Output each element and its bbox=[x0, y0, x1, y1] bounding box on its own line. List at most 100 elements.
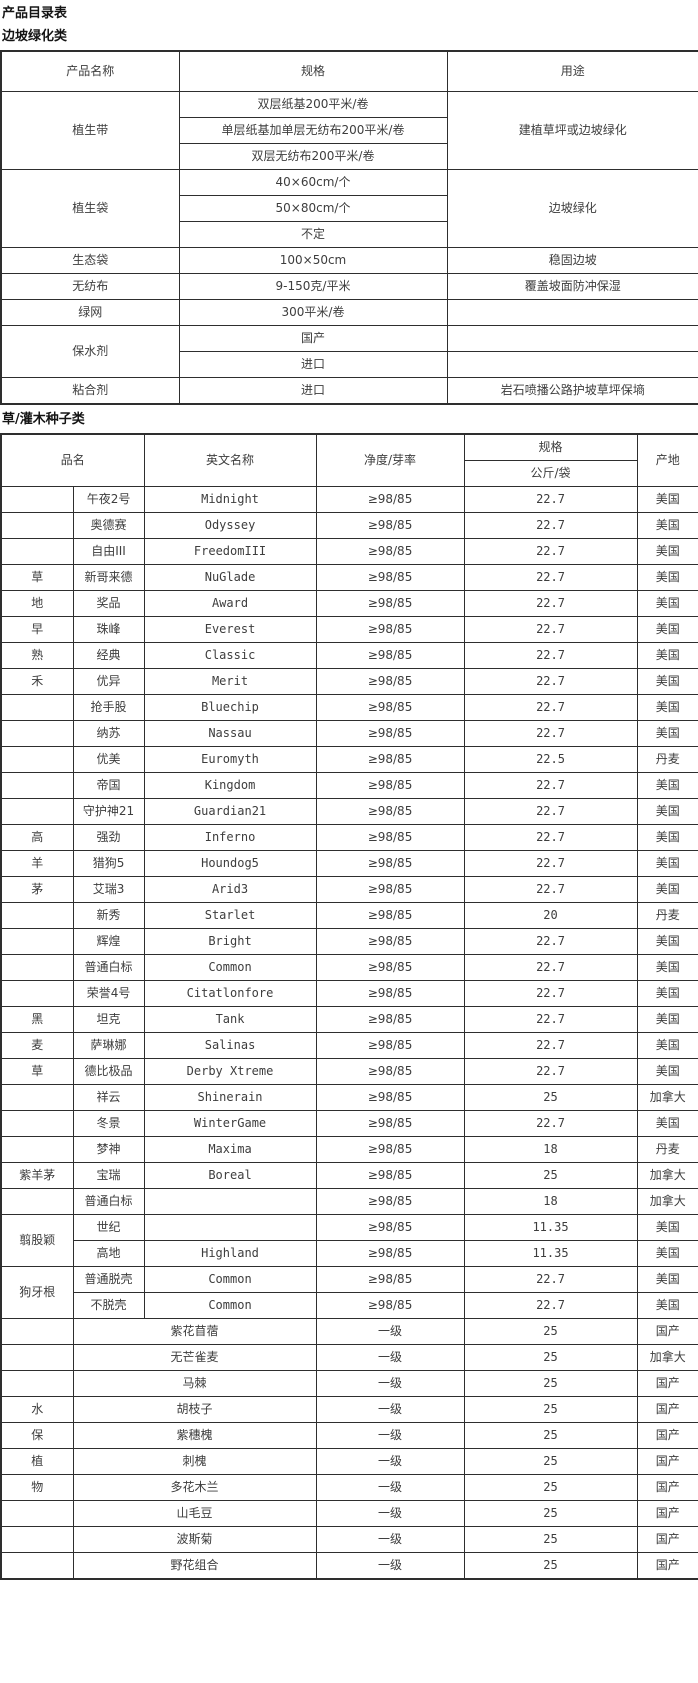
spec-cell: 国产 bbox=[178, 325, 448, 352]
origin-cell: 美国 bbox=[636, 694, 698, 721]
origin-cell: 加拿大 bbox=[636, 1084, 698, 1111]
name-cell: 猎狗5 bbox=[72, 850, 145, 877]
group-cell: 黑 bbox=[0, 1006, 74, 1033]
section-title-slope-greening: 边坡绿化类 bbox=[2, 29, 68, 44]
seed-row: 午夜2号 Midnight ≥98/85 22.7 美国 bbox=[0, 486, 698, 513]
weight-cell: 25 bbox=[463, 1474, 638, 1501]
group-cell bbox=[0, 1370, 74, 1397]
slope-row: 不定 bbox=[1, 221, 698, 248]
name-cell: 坦克 bbox=[72, 1006, 145, 1033]
group-cell: 羊 bbox=[0, 850, 74, 877]
slope-row: 植生袋 40×60cm/个 边坡绿化 bbox=[0, 169, 698, 248]
origin-cell: 丹麦 bbox=[636, 902, 698, 929]
weight-cell: 22.7 bbox=[463, 616, 638, 643]
name-cell: 抢手股 bbox=[72, 694, 145, 721]
seed-row: 物多花木兰 一级 25 国产 bbox=[0, 1474, 698, 1501]
name-cell: 午夜2号 bbox=[72, 486, 145, 513]
purity-cell: ≥98/85 bbox=[315, 772, 465, 799]
purity-cell: ≥98/85 bbox=[315, 668, 465, 695]
english-name-cell: Derby Xtreme bbox=[143, 1058, 317, 1085]
header-use: 用途 bbox=[446, 50, 698, 92]
weight-cell: 22.7 bbox=[463, 850, 638, 877]
purity-cell: ≥98/85 bbox=[315, 1292, 465, 1319]
name-cell: 萨琳娜 bbox=[72, 1032, 145, 1059]
use-cell: 边坡绿化 bbox=[446, 169, 698, 248]
seed-row: 纳苏 Nassau ≥98/85 22.7 美国 bbox=[0, 720, 698, 747]
weight-cell: 22.7 bbox=[463, 1058, 638, 1085]
group-cell: 禾 bbox=[0, 668, 74, 695]
origin-cell: 美国 bbox=[636, 850, 698, 877]
purity-cell: 一级 bbox=[315, 1396, 465, 1423]
english-name-cell: Award bbox=[143, 590, 317, 617]
product-name-cell: 植生带 bbox=[0, 91, 180, 170]
group-cell bbox=[0, 954, 74, 981]
english-name-cell: Boreal bbox=[143, 1162, 317, 1189]
purity-cell: ≥98/85 bbox=[315, 564, 465, 591]
group-cell: 高 bbox=[0, 824, 74, 851]
english-name-cell: Common bbox=[143, 1292, 317, 1319]
english-name-cell: Tank bbox=[143, 1006, 317, 1033]
group-cell bbox=[0, 1344, 74, 1371]
purity-cell: ≥98/85 bbox=[315, 512, 465, 539]
weight-cell: 25 bbox=[463, 1344, 638, 1371]
seed-row: 狗牙根 普通脱壳 Common ≥98/85 22.7 美国 bbox=[0, 1266, 698, 1319]
header-seed-spec: 规格 bbox=[463, 433, 638, 461]
weight-cell: 22.7 bbox=[463, 590, 638, 617]
english-name-cell: NuGlade bbox=[143, 564, 317, 591]
seed-row: 翦股颖 世纪 ≥98/85 11.35 美国 bbox=[0, 1214, 698, 1267]
origin-cell: 国产 bbox=[636, 1474, 698, 1501]
origin-cell: 美国 bbox=[636, 1058, 698, 1085]
origin-cell: 加拿大 bbox=[636, 1344, 698, 1371]
group-cell: 麦 bbox=[0, 1032, 74, 1059]
name-cell: 守护神21 bbox=[72, 798, 145, 825]
origin-cell: 美国 bbox=[636, 1110, 698, 1137]
group-cell bbox=[0, 1526, 74, 1553]
name-cell: 山毛豆 bbox=[72, 1500, 317, 1527]
seed-row: 新秀 Starlet ≥98/85 20 丹麦 bbox=[0, 902, 698, 929]
product-name-cell: 粘合剂 bbox=[0, 377, 180, 405]
weight-cell: 22.7 bbox=[463, 564, 638, 591]
origin-cell: 国产 bbox=[636, 1526, 698, 1553]
group-cell: 早 bbox=[0, 616, 74, 643]
seed-row: 辉煌 Bright ≥98/85 22.7 美国 bbox=[0, 928, 698, 955]
slope-row: 双层无纺布200平米/卷 bbox=[1, 143, 698, 170]
product-name-cell: 保水剂 bbox=[0, 325, 180, 378]
seed-row: 自由III FreedomIII ≥98/85 22.7 美国 bbox=[0, 538, 698, 565]
use-cell: 稳固边坡 bbox=[446, 247, 698, 274]
slope-row: 无纺布 9-150克/平米 覆盖坡面防冲保湿 bbox=[0, 273, 698, 300]
name-cell: 奖品 bbox=[72, 590, 145, 617]
group-cell bbox=[0, 1500, 74, 1527]
name-cell: 高地 bbox=[72, 1240, 145, 1267]
use-cell: 岩石喷播公路护坡草坪保墒 bbox=[446, 377, 698, 405]
purity-cell: ≥98/85 bbox=[315, 590, 465, 617]
weight-cell: 22.5 bbox=[463, 746, 638, 773]
use-cell bbox=[446, 299, 698, 326]
group-cell bbox=[0, 1084, 74, 1111]
seed-row: 保紫穗槐 一级 25 国产 bbox=[0, 1422, 698, 1449]
name-cell: 祥云 bbox=[72, 1084, 145, 1111]
purity-cell: 一级 bbox=[315, 1500, 465, 1527]
slope-row: 绿网 300平米/卷 bbox=[0, 299, 698, 326]
purity-cell: 一级 bbox=[315, 1474, 465, 1501]
name-cell: 宝瑞 bbox=[72, 1162, 145, 1189]
purity-cell: ≥98/85 bbox=[315, 538, 465, 565]
group-cell bbox=[0, 1318, 74, 1345]
seed-row: 无芒雀麦 一级 25 加拿大 bbox=[0, 1344, 698, 1371]
name-cell: 不脱壳 bbox=[72, 1292, 145, 1319]
seed-row: 水胡枝子 一级 25 国产 bbox=[0, 1396, 698, 1423]
weight-cell: 22.7 bbox=[463, 1006, 638, 1033]
seed-row: 草德比极品 Derby Xtreme ≥98/85 22.7 美国 bbox=[0, 1058, 698, 1085]
english-name-cell: Everest bbox=[143, 616, 317, 643]
english-name-cell: Salinas bbox=[143, 1032, 317, 1059]
weight-cell: 22.7 bbox=[463, 538, 638, 565]
seed-row: 高强劲 Inferno ≥98/85 22.7 美国 bbox=[0, 824, 698, 851]
seed-row: 茅艾瑞3 Arid3 ≥98/85 22.7 美国 bbox=[0, 876, 698, 903]
origin-cell: 美国 bbox=[636, 928, 698, 955]
weight-cell: 22.7 bbox=[463, 486, 638, 513]
purity-cell: ≥98/85 bbox=[315, 1136, 465, 1163]
seed-row: 紫花苜蓿 一级 25 国产 bbox=[0, 1318, 698, 1345]
purity-cell: ≥98/85 bbox=[315, 1032, 465, 1059]
purity-cell: ≥98/85 bbox=[315, 746, 465, 773]
origin-cell: 美国 bbox=[636, 668, 698, 695]
english-name-cell: Inferno bbox=[143, 824, 317, 851]
